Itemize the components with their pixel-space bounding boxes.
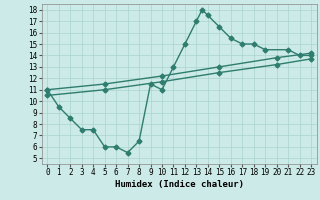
X-axis label: Humidex (Indice chaleur): Humidex (Indice chaleur)	[115, 180, 244, 189]
